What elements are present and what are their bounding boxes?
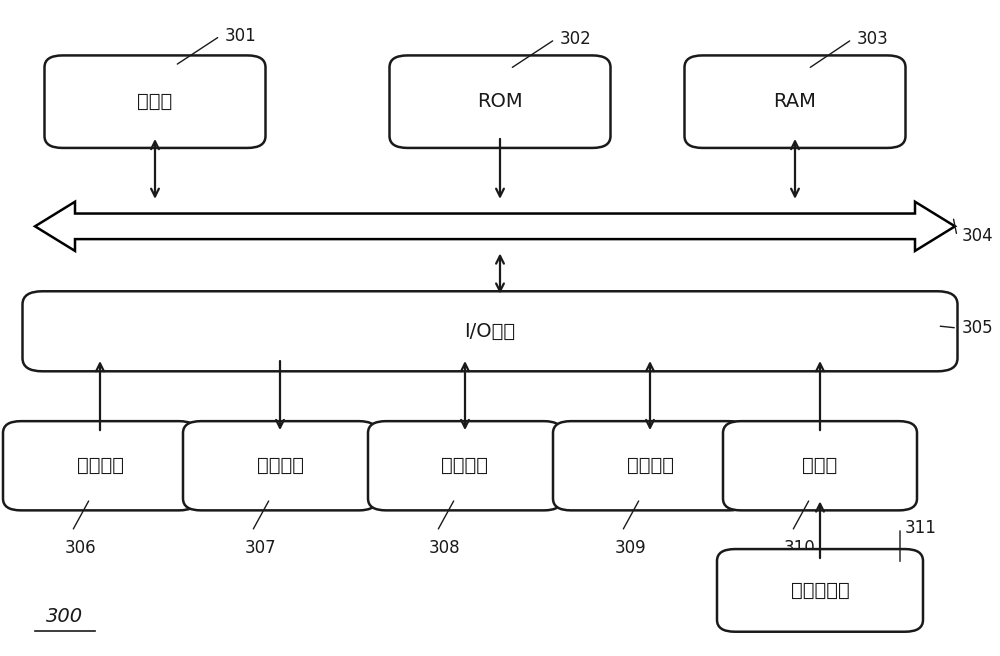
Text: ROM: ROM: [477, 92, 523, 111]
Text: 302: 302: [560, 30, 592, 49]
Text: 309: 309: [614, 539, 646, 557]
FancyBboxPatch shape: [723, 421, 917, 510]
Text: 可拆卸介质: 可拆卸介质: [791, 581, 849, 600]
FancyBboxPatch shape: [389, 56, 610, 148]
Text: 303: 303: [857, 30, 889, 49]
Text: 输出部分: 输出部分: [256, 457, 304, 475]
Text: 307: 307: [244, 539, 276, 557]
Text: 301: 301: [225, 27, 257, 45]
Text: 输入部分: 输入部分: [76, 457, 124, 475]
FancyBboxPatch shape: [717, 549, 923, 632]
Text: 通信部分: 通信部分: [626, 457, 674, 475]
FancyBboxPatch shape: [44, 56, 266, 148]
Text: 305: 305: [962, 319, 994, 337]
Text: RAM: RAM: [774, 92, 816, 111]
Text: 处理器: 处理器: [137, 92, 173, 111]
FancyBboxPatch shape: [3, 421, 197, 510]
Text: 310: 310: [784, 539, 816, 557]
FancyBboxPatch shape: [183, 421, 377, 510]
FancyBboxPatch shape: [553, 421, 747, 510]
FancyBboxPatch shape: [368, 421, 562, 510]
FancyBboxPatch shape: [22, 291, 958, 371]
FancyBboxPatch shape: [684, 56, 906, 148]
Text: 驱动器: 驱动器: [802, 457, 838, 475]
Text: 存储部分: 存储部分: [442, 457, 488, 475]
Polygon shape: [35, 201, 955, 251]
Text: 311: 311: [905, 519, 937, 537]
Text: 308: 308: [429, 539, 461, 557]
Text: I/O接口: I/O接口: [464, 322, 516, 340]
Text: 306: 306: [64, 539, 96, 557]
Text: 300: 300: [46, 607, 84, 626]
Text: 304: 304: [962, 227, 994, 245]
